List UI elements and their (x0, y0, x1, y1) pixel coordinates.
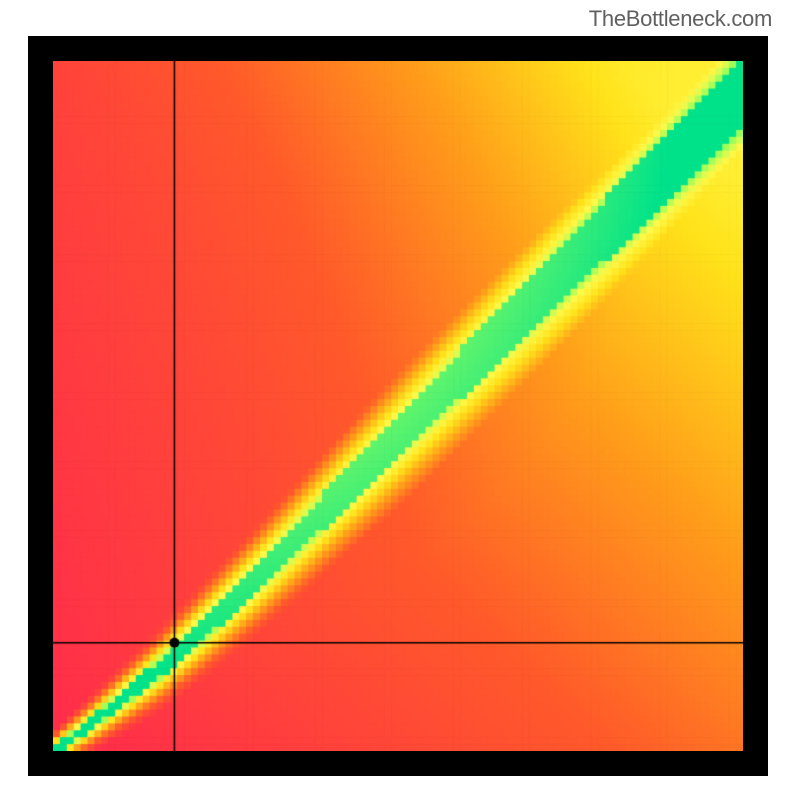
heatmap-canvas (53, 61, 743, 751)
chart-container: TheBottleneck.com (0, 0, 800, 800)
plot-area (53, 61, 743, 751)
attribution-text: TheBottleneck.com (589, 6, 772, 32)
chart-frame (28, 36, 768, 776)
